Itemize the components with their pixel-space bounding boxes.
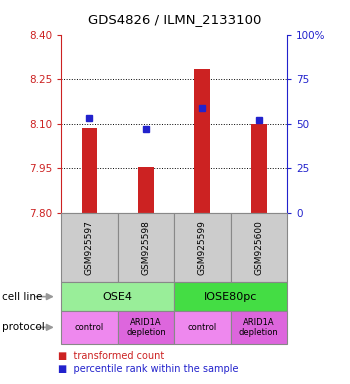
Text: IOSE80pc: IOSE80pc (204, 291, 257, 302)
Text: ■  transformed count: ■ transformed count (58, 351, 164, 361)
Bar (138, 167, 154, 213)
Text: cell line: cell line (2, 291, 42, 302)
Text: GSM925597: GSM925597 (85, 220, 94, 275)
Bar (82, 128, 97, 213)
Text: OSE4: OSE4 (103, 291, 133, 302)
Text: ■  percentile rank within the sample: ■ percentile rank within the sample (58, 364, 238, 374)
Text: GSM925598: GSM925598 (141, 220, 150, 275)
Bar (195, 69, 210, 213)
Text: control: control (75, 323, 104, 332)
Text: protocol: protocol (2, 322, 44, 333)
Text: GSM925600: GSM925600 (254, 220, 263, 275)
Text: control: control (188, 323, 217, 332)
Text: GSM925599: GSM925599 (198, 220, 207, 275)
Text: ARID1A
depletion: ARID1A depletion (126, 318, 166, 337)
Text: GDS4826 / ILMN_2133100: GDS4826 / ILMN_2133100 (88, 13, 262, 26)
Bar (251, 124, 267, 213)
Text: ARID1A
depletion: ARID1A depletion (239, 318, 279, 337)
